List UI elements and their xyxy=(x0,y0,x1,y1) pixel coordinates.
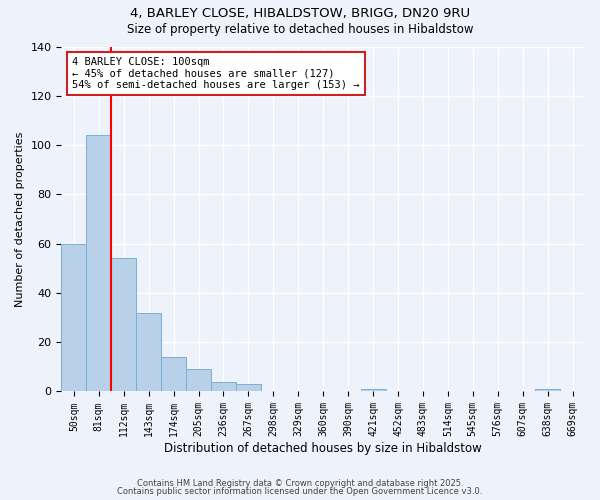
Bar xyxy=(186,370,211,392)
Bar xyxy=(86,135,111,392)
Bar xyxy=(236,384,261,392)
Bar xyxy=(161,357,186,392)
Text: 4, BARLEY CLOSE, HIBALDSTOW, BRIGG, DN20 9RU: 4, BARLEY CLOSE, HIBALDSTOW, BRIGG, DN20… xyxy=(130,8,470,20)
Bar xyxy=(361,389,386,392)
Bar xyxy=(61,244,86,392)
Y-axis label: Number of detached properties: Number of detached properties xyxy=(15,132,25,306)
Text: 4 BARLEY CLOSE: 100sqm
← 45% of detached houses are smaller (127)
54% of semi-de: 4 BARLEY CLOSE: 100sqm ← 45% of detached… xyxy=(72,57,359,90)
Bar xyxy=(535,389,560,392)
X-axis label: Distribution of detached houses by size in Hibaldstow: Distribution of detached houses by size … xyxy=(164,442,482,455)
Bar xyxy=(136,312,161,392)
Text: Contains public sector information licensed under the Open Government Licence v3: Contains public sector information licen… xyxy=(118,488,482,496)
Text: Size of property relative to detached houses in Hibaldstow: Size of property relative to detached ho… xyxy=(127,22,473,36)
Text: Contains HM Land Registry data © Crown copyright and database right 2025.: Contains HM Land Registry data © Crown c… xyxy=(137,478,463,488)
Bar xyxy=(111,258,136,392)
Bar xyxy=(211,382,236,392)
